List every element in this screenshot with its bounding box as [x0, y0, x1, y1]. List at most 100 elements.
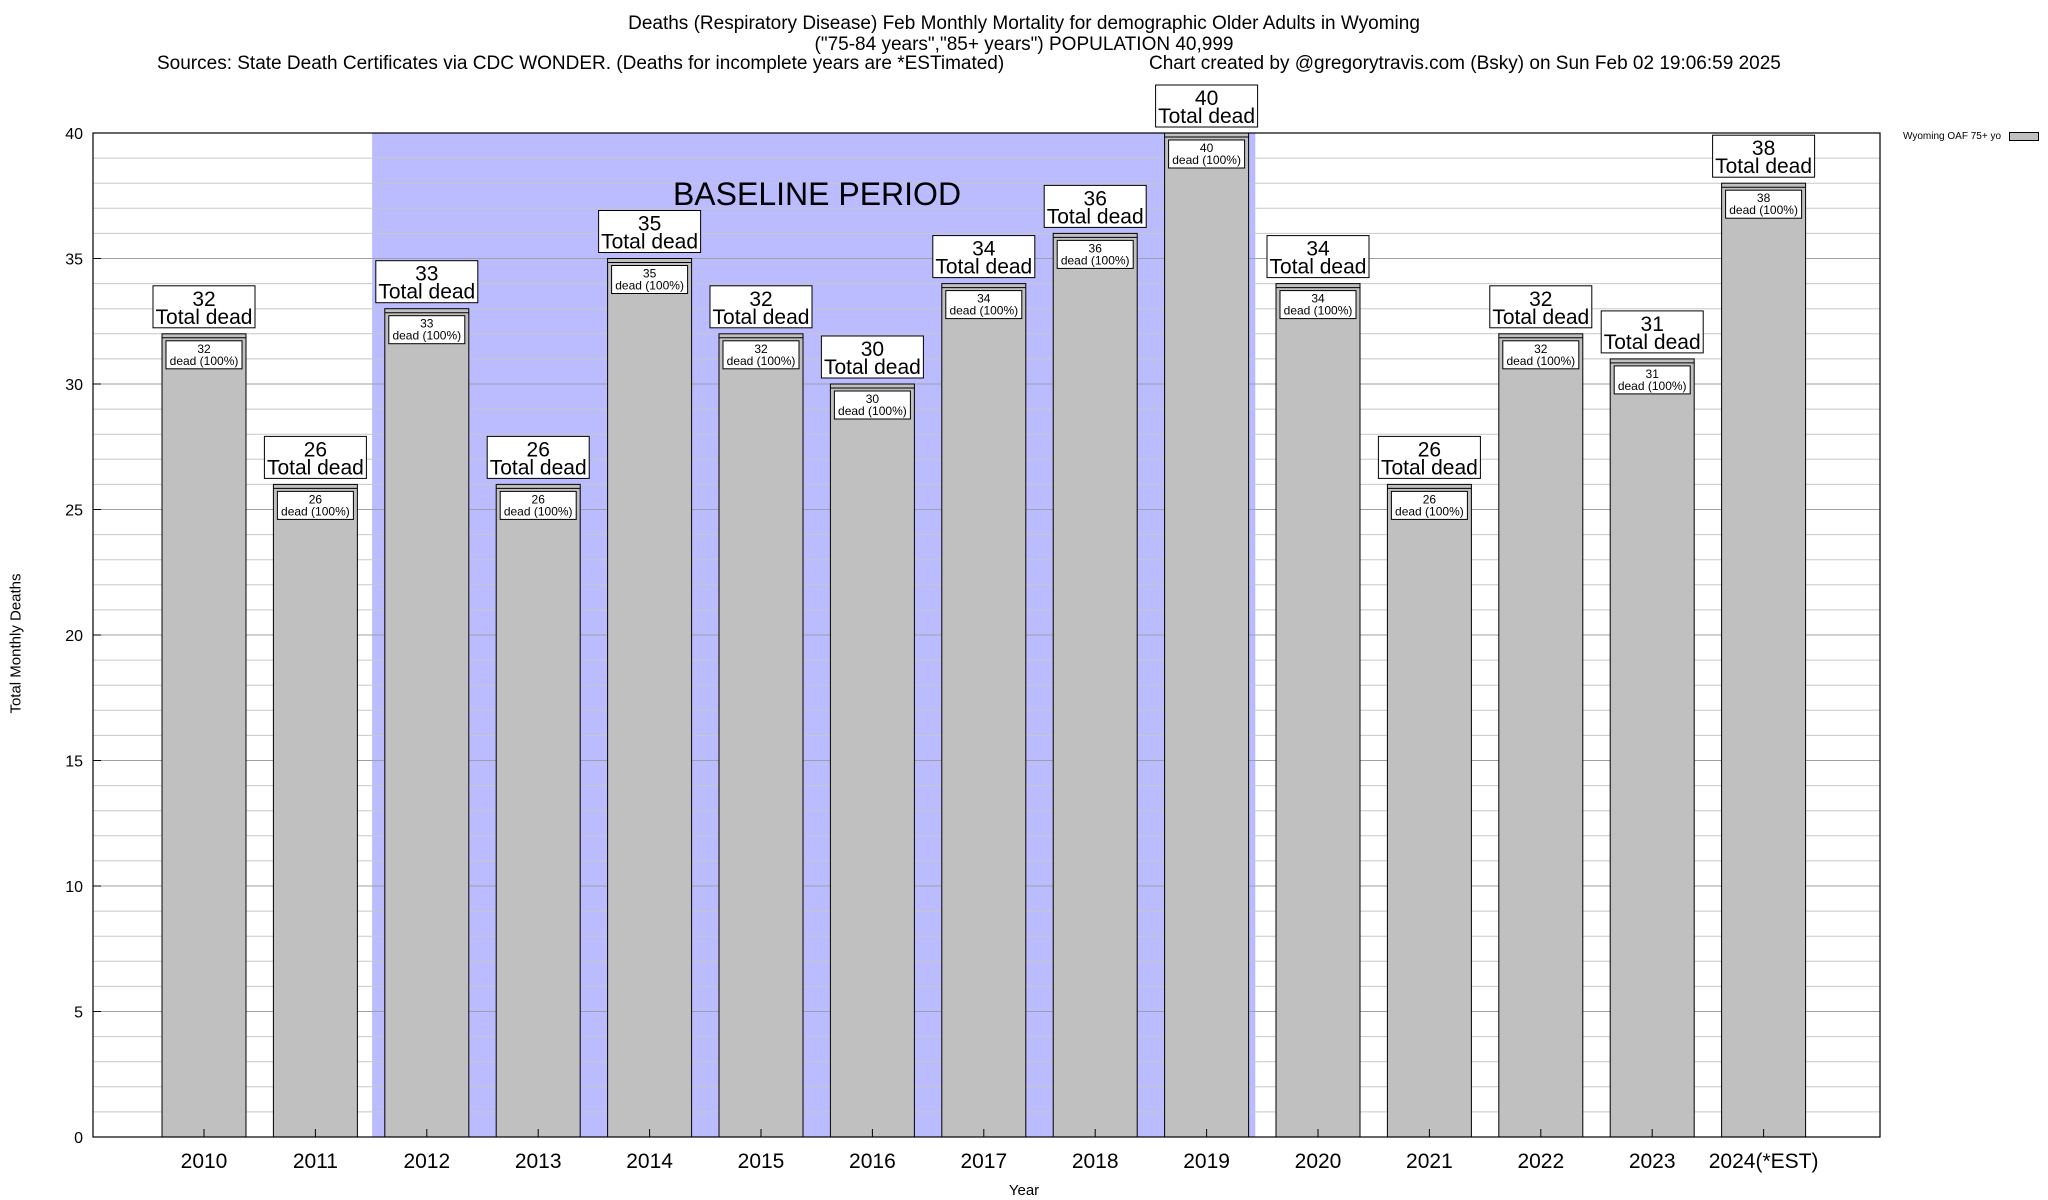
bar-inner-value: 31 [1646, 367, 1660, 381]
bar-value-label: 34 [1306, 238, 1330, 261]
bar-value-label: 32 [192, 288, 215, 311]
chart-title: Deaths (Respiratory Disease) Feb Monthly… [628, 13, 1420, 34]
x-tick-label: 2015 [738, 1150, 785, 1173]
bar-total-label: Total dead [1158, 105, 1255, 128]
bar-inner-text: dead (100%) [504, 504, 573, 518]
x-axis-label: Year [1008, 1182, 1040, 1199]
x-tick-label: 2022 [1517, 1150, 1564, 1173]
bar [1275, 283, 1361, 1138]
bar-total-label: Total dead [1715, 155, 1812, 178]
legend: Wyoming OAF 75+ yo [1903, 131, 2040, 142]
bar-inner-value: 30 [866, 392, 880, 406]
chart-credit: Chart created by @gregorytravis.com (Bsk… [1149, 53, 1781, 74]
bar [272, 483, 358, 1138]
bar-outer-label-box [263, 435, 367, 479]
bar-inner-text: dead (100%) [615, 279, 684, 293]
bar-value-label: 36 [1084, 187, 1107, 210]
bar-inner-value: 35 [643, 267, 657, 281]
bar [495, 483, 581, 1138]
bar-total-label: Total dead [713, 306, 810, 329]
bar-inner-text: dead (100%) [170, 354, 239, 368]
bar-total-label: Total dead [156, 306, 253, 329]
bar-outer-label-box [375, 260, 479, 304]
bar-inner-value: 33 [420, 317, 434, 331]
bar-inner-label-box [833, 390, 911, 420]
bar-outer-label-box [932, 235, 1036, 279]
bar-value-label: 40 [1195, 87, 1218, 110]
bar-outer-label-box [1377, 435, 1481, 479]
legend-swatch [2009, 131, 2040, 141]
bar-outer-label-box [1155, 84, 1259, 128]
bar-inner-value: 36 [1089, 241, 1103, 255]
bar-inner-text: dead (100%) [1618, 379, 1687, 393]
bar-outer-label-box [1712, 134, 1816, 178]
bar-outer-label-box [598, 210, 702, 253]
y-tick-label: 10 [65, 879, 83, 896]
bar-total-label: Total dead [267, 456, 364, 479]
bar-outer-label-box [709, 285, 813, 329]
bar [1052, 232, 1138, 1138]
bar-value-label: 30 [861, 338, 884, 361]
bar-value-label: 33 [415, 263, 438, 286]
bar-inner-text: dead (100%) [1506, 354, 1575, 368]
bar-total-label: Total dead [490, 456, 587, 479]
bar-inner-label-box [276, 490, 354, 520]
bar-total-label: Total dead [1381, 456, 1478, 479]
x-tick-label: 2010 [181, 1150, 228, 1173]
bar-inner-label-box [611, 265, 689, 294]
bar-inner-value: 32 [754, 342, 768, 356]
x-tick-label: 2021 [1406, 1150, 1453, 1173]
bar-total-label: Total dead [1604, 331, 1701, 354]
y-tick-label: 25 [65, 503, 83, 520]
bar-inner-value: 38 [1757, 191, 1771, 205]
bar-outer-label-box [1266, 235, 1370, 279]
bar-inner-label-box [388, 315, 466, 345]
bar-inner-label-box [499, 490, 577, 520]
bar [384, 308, 470, 1138]
x-tick-label: 2024(*EST) [1709, 1150, 1819, 1173]
bar-value-label: 38 [1752, 137, 1775, 160]
legend-label: Wyoming OAF 75+ yo [1903, 131, 2002, 142]
y-tick-label: 0 [74, 1130, 83, 1147]
bar-inner-text: dead (100%) [838, 404, 907, 418]
bar [607, 258, 693, 1138]
bar-inner-value: 32 [1534, 342, 1548, 356]
bar-inner-text: dead (100%) [281, 504, 350, 518]
bar-outer-label-box [1043, 184, 1147, 228]
x-tick-label: 2017 [960, 1150, 1007, 1173]
bar-inner-value: 26 [1423, 492, 1437, 506]
bar-inner-text: dead (100%) [949, 304, 1018, 318]
bar-inner-text: dead (100%) [1172, 153, 1241, 167]
bar-inner-label-box [165, 340, 243, 370]
bar-inner-label-box [1056, 239, 1134, 269]
bar-total-label: Total dead [824, 356, 921, 379]
x-tick-label: 2014 [626, 1150, 673, 1173]
plot-frame [92, 132, 1881, 1138]
bar-inner-value: 40 [1200, 141, 1214, 155]
bar-total-label: Total dead [935, 256, 1032, 279]
x-tick-label: 2012 [403, 1150, 450, 1173]
bar [161, 333, 247, 1138]
baseline-period-label: BASELINE PERIOD [673, 176, 961, 212]
bar-inner-text: dead (100%) [727, 354, 796, 368]
bar [1386, 483, 1472, 1138]
bar-inner-value: 34 [1311, 292, 1325, 306]
bar-outer-label-box [1600, 310, 1704, 354]
x-tick-label: 2011 [293, 1150, 338, 1173]
y-tick-label: 20 [65, 628, 83, 645]
x-tick-label: 2013 [515, 1150, 562, 1173]
bar [829, 383, 915, 1138]
bar-value-label: 26 [304, 438, 327, 461]
x-tick-label: 2019 [1183, 1150, 1230, 1173]
bar-value-label: 31 [1641, 313, 1664, 336]
bar-inner-text: dead (100%) [1061, 253, 1130, 267]
bar-value-label: 26 [527, 438, 550, 461]
bar-total-label: Total dead [601, 231, 698, 254]
bar-total-label: Total dead [1270, 256, 1367, 279]
bar-inner-value: 34 [977, 292, 991, 306]
y-axis-label: Total Monthly Deaths [7, 573, 25, 714]
bar-outer-label-box [1489, 285, 1593, 329]
bar-outer-label-box [820, 335, 924, 379]
chart-source: Sources: State Death Certificates via CD… [157, 53, 1005, 74]
